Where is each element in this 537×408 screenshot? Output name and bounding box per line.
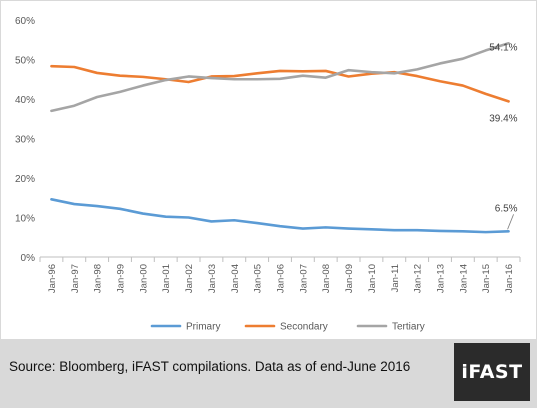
y-tick-label: 60%: [15, 16, 35, 27]
x-tick-label: Jan-16: [504, 264, 515, 293]
y-tick-label: 20%: [15, 174, 35, 185]
y-tick-label: 40%: [15, 95, 35, 106]
x-tick-label: Jan-07: [298, 264, 309, 293]
x-tick-label: Jan-99: [116, 264, 127, 293]
y-tick-label: 50%: [15, 56, 35, 67]
x-tick-label: Jan-14: [458, 264, 469, 293]
data-label-secondary: 39.4%: [489, 113, 517, 124]
series-lines: [50, 41, 510, 234]
x-tick-label: Jan-13: [436, 264, 447, 293]
y-axis: 0% 10% 20% 30% 40% 50% 60%: [15, 16, 35, 264]
line-chart: 0%10%20%30%40%50%60% Jan-96 Jan-97 Jan-98 J…: [15, 16, 521, 333]
legend: Primary Secondary Tertiary: [150, 322, 425, 333]
source-note: Source: Bloomberg, iFAST compilations. D…: [9, 359, 411, 374]
legend-label-primary: Primary: [186, 322, 220, 333]
x-tick-label: Jan-04: [230, 264, 241, 293]
x-tick-label: Jan-02: [184, 264, 195, 293]
data-label-primary-leader: [507, 214, 514, 230]
data-label-tertiary: 54.1%: [489, 42, 517, 53]
x-tick-label: Jan-15: [481, 264, 492, 293]
x-tick-label: Jan-06: [276, 264, 287, 293]
x-tick-label: Jan-98: [93, 264, 104, 293]
series-line-tertiary: [50, 41, 510, 113]
x-tick-label: Jan-97: [70, 264, 81, 293]
data-label-primary: 6.5%: [495, 203, 518, 214]
x-tick-label: Jan-96: [47, 264, 58, 293]
y-tick-label: 10%: [15, 214, 35, 225]
x-tick-label: Jan-05: [253, 264, 264, 293]
x-tick-label: Jan-09: [344, 264, 355, 293]
x-tick-label: Jan-08: [321, 264, 332, 293]
x-tick-label: Jan-10: [367, 264, 378, 293]
end-labels: 54.1% 39.4% 6.5%: [489, 42, 518, 230]
y-tick-label: 0%: [21, 253, 36, 264]
footer-bar: Source: Bloomberg, iFAST compilations. D…: [0, 339, 537, 408]
series-line-primary: [50, 198, 510, 234]
legend-label-tertiary: Tertiary: [392, 322, 425, 333]
x-axis: Jan-96 Jan-97 Jan-98 Jan-99 Jan-00 Jan-01 Jan-…: [39, 256, 521, 293]
x-tick-label: Jan-00: [138, 264, 149, 293]
x-tick-label: Jan-03: [207, 264, 218, 293]
ifast-logo: iFAST: [454, 343, 530, 401]
y-tick-label: 30%: [15, 135, 35, 146]
x-tick-label: Jan-12: [413, 264, 424, 293]
x-tick-label: Jan-11: [390, 264, 401, 292]
legend-label-secondary: Secondary: [280, 322, 328, 333]
x-tick-label: Jan-01: [161, 264, 172, 293]
series-line-secondary: [50, 64, 510, 103]
